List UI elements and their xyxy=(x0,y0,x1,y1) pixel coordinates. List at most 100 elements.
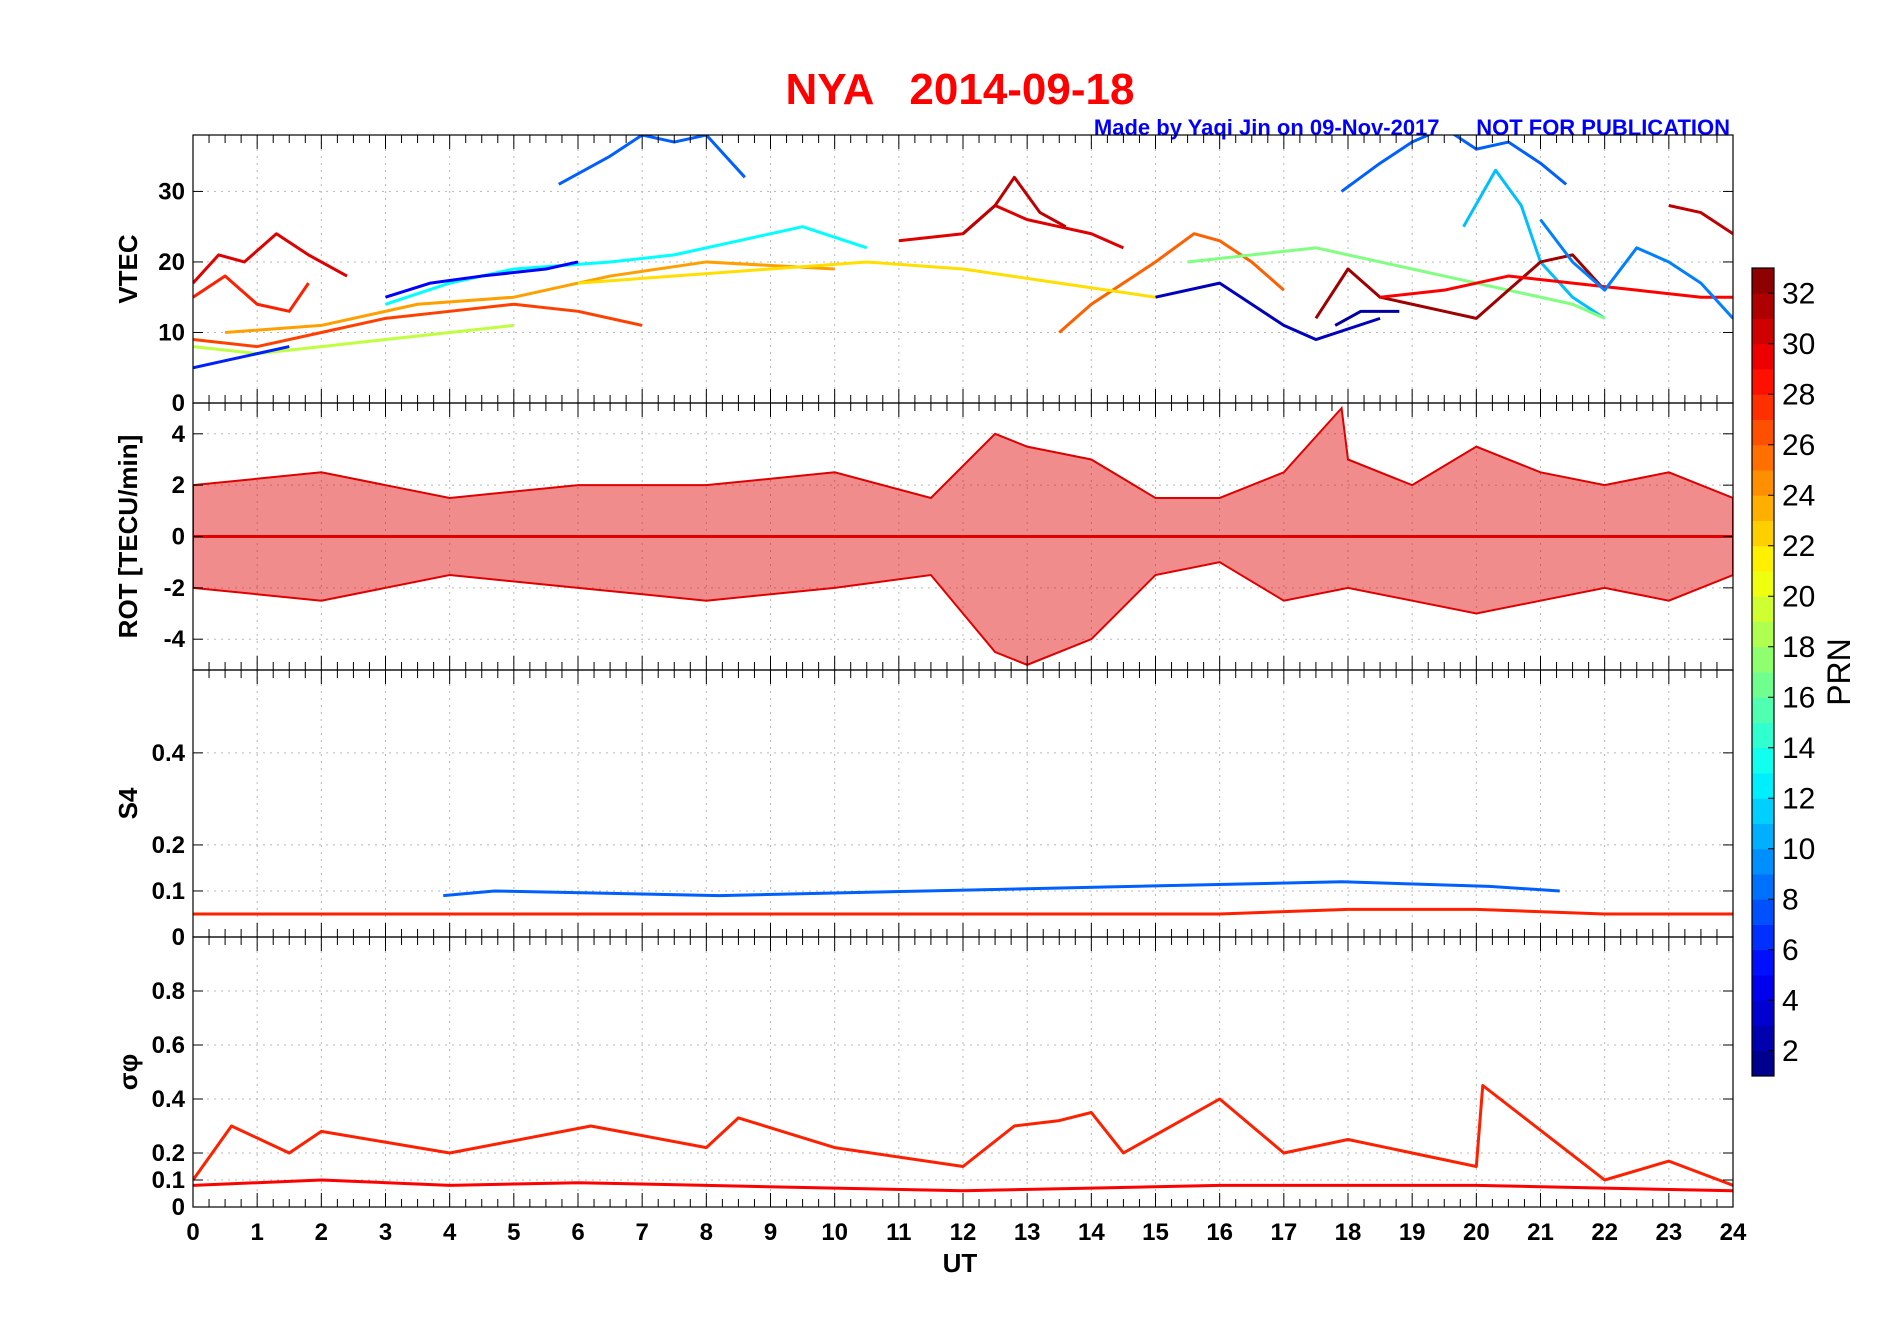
colorbar-segment xyxy=(1752,924,1774,951)
colorbar-segment xyxy=(1752,318,1774,345)
y-tick-label: 0.1 xyxy=(152,878,185,905)
colorbar-segment xyxy=(1752,394,1774,420)
series-line xyxy=(193,232,348,285)
y-tick-label: 0 xyxy=(172,524,185,551)
series-line xyxy=(193,323,514,356)
colorbar-tick-label: 6 xyxy=(1782,934,1799,967)
series-line xyxy=(1187,246,1606,320)
series-line xyxy=(1668,204,1733,235)
x-tick-label: 9 xyxy=(764,1219,777,1246)
colorbar-tick-label: 30 xyxy=(1782,328,1815,361)
series-line xyxy=(1379,274,1733,299)
colorbar-segment xyxy=(1752,369,1774,395)
y-axis-label: VTEC xyxy=(113,234,143,304)
colorbar-segment xyxy=(1752,697,1774,723)
colorbar-segment xyxy=(1752,1025,1774,1052)
colorbar-frame xyxy=(1751,267,1775,1077)
colorbar-tick-label: 2 xyxy=(1782,1035,1799,1068)
series-line xyxy=(385,260,579,299)
series-line xyxy=(443,880,1560,898)
x-tick-label: 0 xyxy=(186,1219,199,1246)
x-tick-label: 2 xyxy=(315,1219,328,1246)
x-axis-label: UT xyxy=(943,1248,978,1278)
y-tick-label: 0.4 xyxy=(152,740,186,767)
colorbar-segment xyxy=(1752,571,1774,597)
x-tick-label: 20 xyxy=(1463,1219,1490,1246)
series-group xyxy=(193,135,1733,370)
colorbar-segment xyxy=(1752,596,1774,622)
colorbar-segment xyxy=(1752,419,1774,446)
x-tick-label: 12 xyxy=(950,1219,977,1246)
colorbar-segment xyxy=(1752,470,1774,496)
x-tick-label: 18 xyxy=(1335,1219,1362,1246)
x-tick-label: 6 xyxy=(571,1219,584,1246)
x-tick-label: 7 xyxy=(635,1219,648,1246)
colorbar-segment xyxy=(1752,520,1774,547)
colorbar-segment xyxy=(1752,293,1774,319)
colorbar-segment xyxy=(1752,1000,1774,1026)
panel-vtec: 0 10 20 30 VTEC xyxy=(113,134,1734,417)
x-tick-label: 14 xyxy=(1078,1219,1105,1246)
colorbar-tick-label: 22 xyxy=(1782,530,1815,563)
series-line xyxy=(1334,309,1400,327)
y-tick-label: 0.2 xyxy=(152,832,185,859)
colorbar-segment xyxy=(1752,268,1774,294)
y-tick-label: 0.2 xyxy=(152,1140,185,1167)
colorbar-tick-label: 20 xyxy=(1782,580,1815,613)
y-tick-label: -2 xyxy=(164,575,185,602)
rot-band xyxy=(193,405,1733,538)
panel-rot: -4 -2 0 2 4 ROT [TECU/min] xyxy=(113,402,1734,671)
colorbar-segment xyxy=(1752,975,1774,1001)
series-line xyxy=(577,260,1156,299)
colorbar-segment xyxy=(1752,545,1774,572)
panel-s4: 0 0.1 0.2 0.4 S4 xyxy=(113,669,1734,951)
x-tick-label: 4 xyxy=(443,1219,457,1246)
series-group xyxy=(193,1084,1733,1193)
y-axis-label: ROT [TECU/min] xyxy=(113,435,143,639)
y-tick-label: 0.6 xyxy=(152,1032,185,1059)
series-group xyxy=(193,880,1733,916)
colorbar-tick-label: 16 xyxy=(1782,681,1815,714)
series-group xyxy=(193,405,1733,666)
y-tick-label: 0.4 xyxy=(152,1086,186,1113)
series-line xyxy=(193,345,290,370)
series-line xyxy=(193,907,1733,916)
colorbar-tick-label: 10 xyxy=(1782,833,1815,866)
colorbar-tick-label: 32 xyxy=(1782,277,1815,310)
x-tick-label: 8 xyxy=(700,1219,713,1246)
y-tick-label: 0 xyxy=(172,924,185,951)
y-tick-label: 0.1 xyxy=(152,1167,185,1194)
series-line xyxy=(224,260,835,334)
y-tick-label: 10 xyxy=(158,319,185,346)
colorbar-tick-label: 26 xyxy=(1782,429,1815,462)
series-line xyxy=(558,135,746,186)
x-tick-label: 21 xyxy=(1527,1219,1554,1246)
colorbar-tick-label: 28 xyxy=(1782,378,1815,411)
y-axis-label: S4 xyxy=(113,787,143,819)
series-line xyxy=(1155,281,1381,342)
colorbar-label: PRN xyxy=(1821,638,1857,706)
colorbar-segment xyxy=(1752,646,1774,673)
x-tick-label: 15 xyxy=(1142,1219,1169,1246)
colorbar-segment xyxy=(1752,444,1774,471)
series-line xyxy=(385,225,868,306)
colorbar-tick-label: 24 xyxy=(1782,479,1815,512)
chart-title: NYA 2014-09-18 xyxy=(786,65,1135,114)
series-line xyxy=(1462,168,1606,320)
colorbar-tick-label: 12 xyxy=(1782,782,1815,815)
y-tick-label: 2 xyxy=(172,472,185,499)
x-tick-label: 17 xyxy=(1270,1219,1297,1246)
y-tick-label: 0.8 xyxy=(152,978,185,1005)
colorbar-segment xyxy=(1752,949,1774,976)
y-tick-label: 4 xyxy=(172,421,186,448)
series-line xyxy=(898,204,1125,250)
y-tick-label: 0 xyxy=(172,390,185,417)
series-line xyxy=(193,1178,1733,1193)
x-tick-label: 11 xyxy=(886,1219,911,1246)
colorbar-segment xyxy=(1752,722,1774,749)
colorbar-segment xyxy=(1752,874,1774,900)
series-line xyxy=(193,302,643,349)
rot-band xyxy=(193,535,1733,666)
